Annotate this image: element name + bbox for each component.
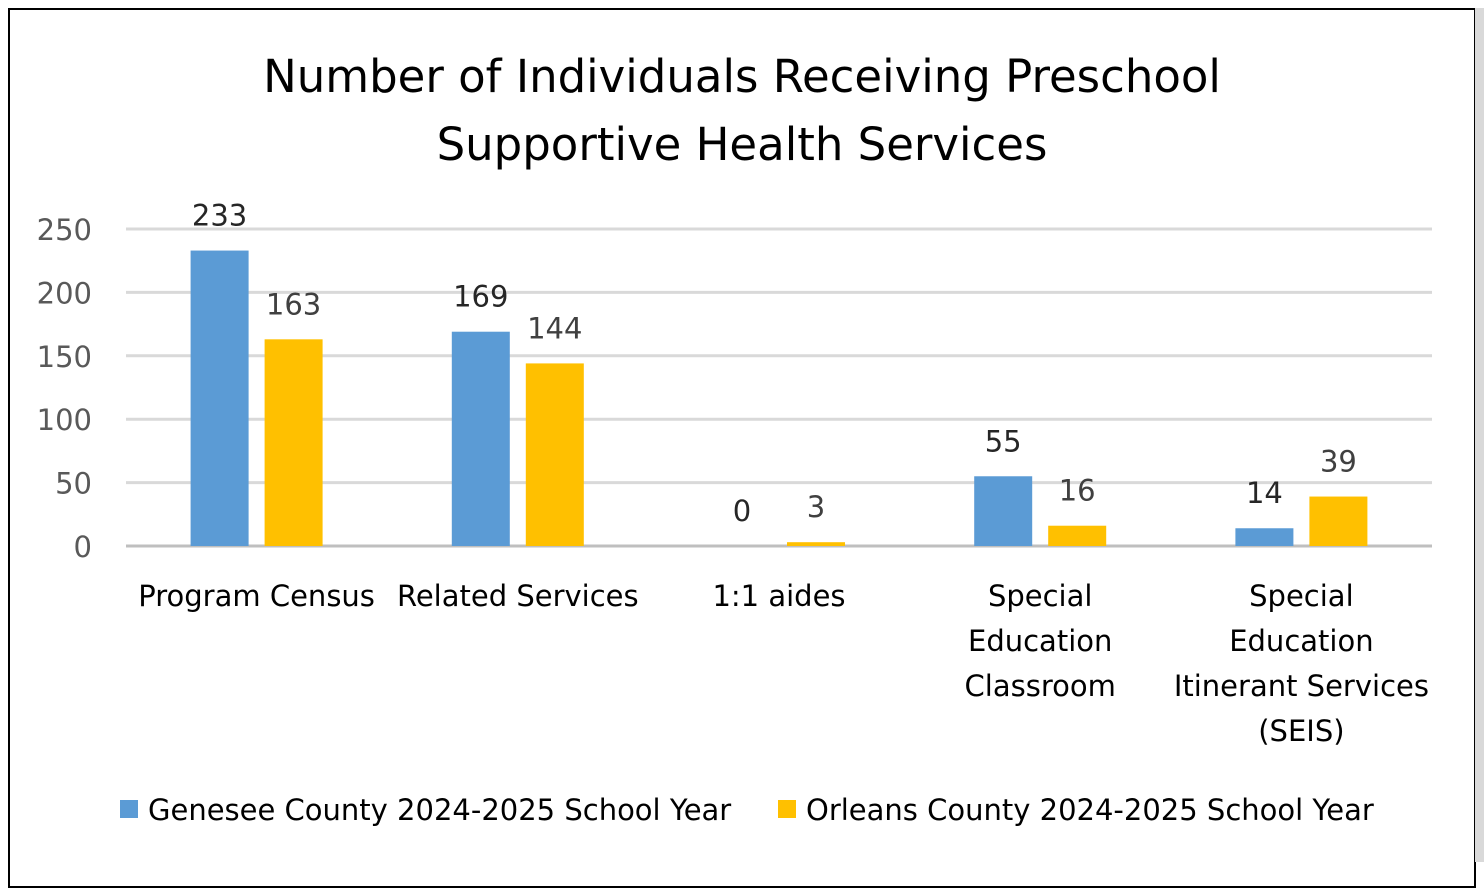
chart-title: Number of Individuals Receiving Preschoo… bbox=[263, 50, 1221, 171]
bar-chart: Number of Individuals Receiving Preschoo… bbox=[37, 50, 1432, 827]
y-tick-label: 0 bbox=[74, 530, 92, 564]
chart-title-line-2: Supportive Health Services bbox=[437, 118, 1048, 171]
chart-frame bbox=[8, 8, 1476, 888]
y-axis-tick-labels: 0 50 100 150 200 250 bbox=[37, 213, 92, 564]
chart-title-line-1: Number of Individuals Receiving Preschoo… bbox=[263, 50, 1221, 103]
data-label: 0 bbox=[733, 494, 751, 528]
data-label: 233 bbox=[192, 199, 247, 233]
gridlines bbox=[126, 227, 1432, 548]
bar-genesee bbox=[190, 250, 249, 546]
data-label: 163 bbox=[266, 287, 321, 321]
y-tick-label: 50 bbox=[55, 467, 92, 501]
x-category-label: Itinerant Services bbox=[1174, 669, 1429, 703]
bar-genesee bbox=[1235, 528, 1294, 546]
legend-label: Genesee County 2024-2025 School Year bbox=[148, 793, 731, 827]
bar-orleans bbox=[787, 542, 845, 546]
legend-swatch bbox=[120, 800, 138, 818]
data-label: 16 bbox=[1059, 474, 1096, 508]
bars bbox=[190, 250, 1368, 546]
window-edge bbox=[1475, 8, 1484, 862]
x-category-label: (SEIS) bbox=[1258, 714, 1344, 748]
data-label: 3 bbox=[807, 490, 825, 524]
data-label: 39 bbox=[1320, 445, 1357, 479]
bar-orleans bbox=[1048, 525, 1107, 546]
data-labels: 233 163 169 144 0 3 55 16 14 39 bbox=[192, 199, 1357, 528]
data-label: 144 bbox=[527, 311, 582, 345]
data-label: 14 bbox=[1246, 476, 1283, 510]
y-tick-label: 150 bbox=[37, 340, 92, 374]
x-category-label: 1:1 aides bbox=[712, 579, 845, 613]
x-category-label: Education bbox=[968, 624, 1112, 658]
y-tick-label: 250 bbox=[37, 213, 92, 247]
bar-genesee bbox=[451, 331, 510, 546]
legend: Genesee County 2024-2025 School Year Orle… bbox=[120, 793, 1374, 827]
y-tick-label: 200 bbox=[37, 276, 92, 310]
data-label: 169 bbox=[453, 280, 508, 314]
bar-orleans bbox=[264, 339, 323, 546]
legend-swatch bbox=[778, 800, 796, 818]
legend-label: Orleans County 2024-2025 School Year bbox=[806, 793, 1374, 827]
bar-genesee bbox=[974, 476, 1033, 546]
bar-orleans bbox=[525, 363, 584, 546]
data-label: 55 bbox=[985, 424, 1022, 458]
bar-orleans bbox=[1309, 496, 1368, 546]
x-axis-category-labels: Program Census Related Services 1:1 aides S… bbox=[138, 579, 1429, 748]
x-category-label: Special bbox=[1249, 579, 1354, 613]
x-category-label: Program Census bbox=[138, 579, 375, 613]
y-tick-label: 100 bbox=[37, 403, 92, 437]
x-category-label: Classroom bbox=[965, 669, 1116, 703]
x-category-label: Special bbox=[988, 579, 1093, 613]
x-category-label: Education bbox=[1229, 624, 1373, 658]
x-category-label: Related Services bbox=[397, 579, 639, 613]
